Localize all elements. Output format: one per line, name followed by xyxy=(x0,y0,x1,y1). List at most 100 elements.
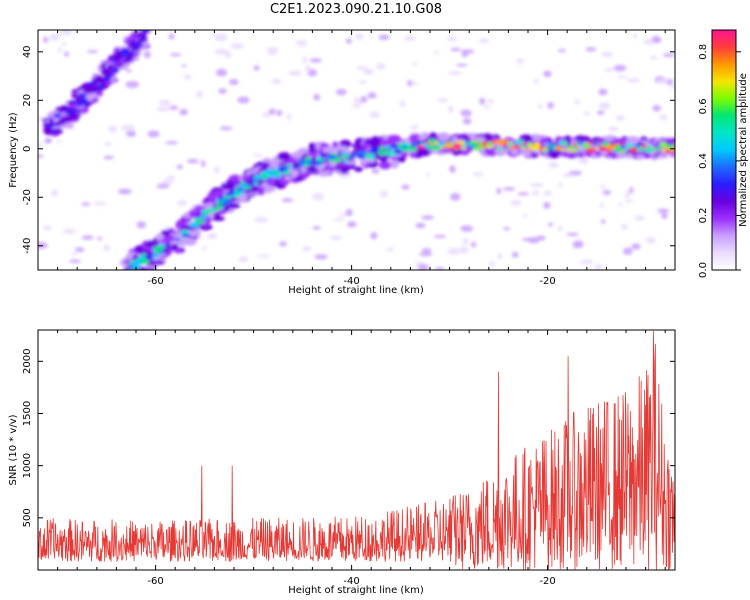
spectrogram-ridge-core xyxy=(342,154,351,158)
spectrogram-noise-blob xyxy=(386,247,395,252)
spectrogram-noise-blob xyxy=(103,156,114,160)
spectrogram-ridge-core xyxy=(278,167,286,173)
spectrogram-noise-blob xyxy=(81,202,91,206)
spectrogram-ridge-core xyxy=(53,113,62,118)
spectrogram-noise-blob xyxy=(425,172,431,176)
spectrogram-noise-blob xyxy=(266,46,279,53)
spectrogram-noise-blob xyxy=(657,208,670,214)
spectrogram-noise-blob xyxy=(288,70,302,76)
spectrogram-noise-blob xyxy=(333,217,345,222)
spectrogram-noise-blob xyxy=(517,192,530,196)
spectrogram-ridge-core xyxy=(641,144,647,149)
spectrogram-ridge-core xyxy=(100,69,111,75)
spectrogram-noise-blob xyxy=(42,225,52,231)
spectrogram-noise-blob xyxy=(496,187,502,195)
spectrogram-ridge-core xyxy=(601,145,606,150)
spectrogram-noise-blob xyxy=(462,117,472,125)
spectrogram-ridge-core xyxy=(478,140,483,146)
spectrogram-ridge-core xyxy=(448,146,455,150)
spectrogram-ridge-core xyxy=(122,54,131,59)
spectrogram-ridge-halo xyxy=(258,188,265,196)
spectrogram-ridge-core xyxy=(202,209,210,213)
spectrogram-noise-blob xyxy=(488,261,496,267)
spectrogram-noise-blob xyxy=(156,106,170,112)
spectrogram-noise-blob xyxy=(103,244,110,252)
spectrogram-ridge-core xyxy=(592,141,598,146)
spectrogram-noise-blob xyxy=(543,70,552,78)
spectrogram-ridge-core xyxy=(666,145,675,149)
spectrogram-ridge-halo xyxy=(530,133,542,143)
spectrogram-noise-blob xyxy=(521,237,533,241)
spectrogram-noise-blob xyxy=(97,236,103,241)
spectrogram-noise-blob xyxy=(472,171,484,177)
spectrogram-ridge-halo xyxy=(44,138,52,144)
spectrogram-ridge-core xyxy=(320,153,326,159)
spectrogram-noise-blob xyxy=(117,188,132,195)
spectrogram-noise-blob xyxy=(121,124,135,132)
spectrogram-noise-blob xyxy=(268,108,276,115)
spectrogram-noise-blob xyxy=(312,226,321,230)
spectrogram-noise-blob xyxy=(345,38,352,44)
spectrogram-noise-blob xyxy=(214,33,228,42)
spectrogram-ridge-halo xyxy=(229,176,240,182)
spectrogram-ridge-core xyxy=(519,145,526,149)
spectrogram-noise-blob xyxy=(455,63,468,67)
spectrogram-ridge-core xyxy=(672,148,675,152)
spectrogram-ridge-core xyxy=(442,145,448,149)
spectrogram-noise-blob xyxy=(329,235,343,241)
spectrogram-noise-blob xyxy=(369,111,381,118)
spectrogram-ridge-core xyxy=(507,146,518,150)
spectrogram-noise-blob xyxy=(460,225,474,232)
spectrogram-ridge-halo xyxy=(86,95,94,102)
spectrogram-noise-blob xyxy=(534,78,539,85)
spectrogram-ridge-halo xyxy=(169,243,179,251)
spectrogram-noise-blob xyxy=(218,88,227,94)
spectrogram-ridge-core xyxy=(401,146,411,152)
spectrogram-noise-blob xyxy=(461,51,469,58)
spectrogram-noise-blob xyxy=(459,246,469,254)
y-tick-label: 2000 xyxy=(22,349,33,374)
spectrogram-ridge-core xyxy=(524,148,532,152)
spectrogram-noise-blob xyxy=(81,235,94,240)
spectrogram-noise-blob xyxy=(314,254,328,260)
x-tick-label: -40 xyxy=(343,276,359,287)
spectrogram-noise-blob xyxy=(649,55,658,60)
spectrogram-ridge-core xyxy=(137,258,142,262)
spectrogram-ridge-core xyxy=(212,204,218,208)
spectrogram-ridge-core xyxy=(181,233,191,238)
y-tick-label: 20 xyxy=(22,94,33,107)
spectrogram-ridge-halo xyxy=(155,233,165,242)
spectrogram-ridge-core xyxy=(515,139,525,145)
spectrogram-noise-blob xyxy=(136,221,147,229)
spectrogram-ridge-halo xyxy=(575,135,585,143)
spectrogram-noise-blob xyxy=(143,50,151,59)
spectrogram-noise-blob xyxy=(379,190,389,198)
spectrogram-noise-blob xyxy=(363,68,374,76)
spectrogram-xlabel: Height of straight line (km) xyxy=(288,285,424,296)
spectrogram-noise-blob xyxy=(543,190,552,196)
spectrogram-noise-blob xyxy=(616,114,625,122)
spectrogram-noise-blob xyxy=(627,78,641,83)
spectrogram-ridge-core xyxy=(265,177,273,180)
spectrogram-ridge-halo xyxy=(322,146,337,153)
spectrogram-ridge-core xyxy=(201,213,206,218)
spectrogram-ridge-core xyxy=(70,109,79,114)
spectrogram-ridge-core xyxy=(236,191,246,194)
spectrogram-ridge-core xyxy=(239,183,248,188)
colorbar-gradient xyxy=(712,30,736,270)
spectrogram-ridge-core xyxy=(389,144,400,149)
spectrogram-noise-blob xyxy=(531,190,540,196)
spectrogram-noise-blob xyxy=(510,200,522,207)
spectrogram-ridge-halo xyxy=(96,90,103,97)
spectrogram-noise-blob xyxy=(74,247,85,253)
spectrogram-noise-blob xyxy=(38,154,44,158)
spectrogram-ridge-core xyxy=(133,41,141,46)
spectrogram-ridge-core xyxy=(495,147,504,151)
colorbar: 0.0 0.2 0.4 0.6 0.8 Normalized spectral ampl… xyxy=(698,29,749,278)
spectrogram-noise-blob xyxy=(598,102,611,110)
spectrogram-noise-blob xyxy=(661,213,668,219)
spectrogram-noise-blob xyxy=(186,158,199,164)
spectrogram-ridge-halo xyxy=(152,260,165,265)
spectrogram-noise-blob xyxy=(621,224,628,230)
spectrogram-ridge-core xyxy=(595,147,600,151)
